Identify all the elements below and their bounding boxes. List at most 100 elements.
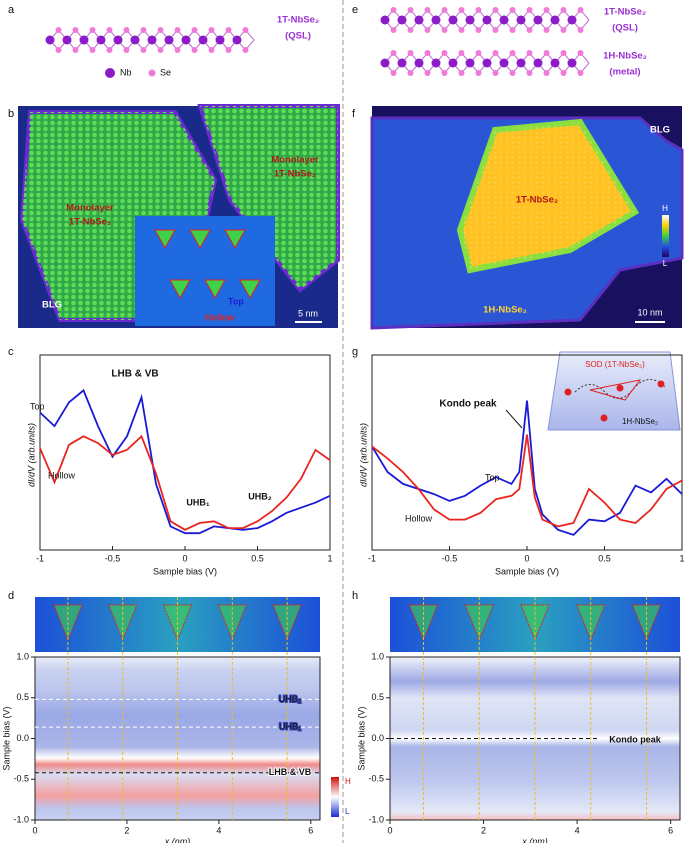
- colorbar-label: L: [663, 259, 668, 268]
- y-tick-label: -0.5: [13, 774, 29, 784]
- se-atom: [89, 47, 96, 53]
- nb-atom: [550, 15, 560, 25]
- nb-atom: [431, 15, 441, 25]
- nb-atom: [567, 58, 577, 68]
- region-label: 1H-NbSe₂: [483, 305, 527, 316]
- nb-atom: [499, 58, 509, 68]
- se-atom: [72, 27, 79, 33]
- se-atom: [390, 27, 397, 33]
- spectrum-line: [371, 400, 683, 536]
- nb-atom: [130, 35, 140, 45]
- nb-atom: [414, 15, 424, 25]
- x-tick-label: -1: [368, 553, 376, 563]
- se-atom: [577, 50, 584, 56]
- se-atom: [424, 27, 431, 33]
- nb-atom: [397, 58, 407, 68]
- nb-atom: [181, 35, 191, 45]
- x-tick-label: -0.5: [105, 553, 121, 563]
- panel-label: b: [8, 108, 14, 120]
- y-tick-label: -1.0: [368, 814, 384, 824]
- se-atom: [123, 27, 130, 33]
- x-axis-label: x (nm): [164, 836, 191, 843]
- x-tick-label: 0: [32, 825, 37, 835]
- se-atom: [560, 27, 567, 33]
- se-atom: [475, 27, 482, 33]
- nb-atom: [164, 35, 174, 45]
- nb-atom: [397, 15, 407, 25]
- se-atom: [174, 27, 181, 33]
- se-atom: [577, 7, 584, 13]
- nb-atom: [499, 15, 509, 25]
- x-tick-label: 6: [668, 825, 673, 835]
- nb-atom: [482, 15, 492, 25]
- se-atom: [407, 27, 414, 33]
- x-tick-label: 4: [575, 825, 580, 835]
- se-atom: [458, 7, 465, 13]
- nb-atom: [431, 58, 441, 68]
- se-atom: [106, 47, 113, 53]
- nb-atom: [448, 58, 458, 68]
- inset-label: SOD (1T-NbSe₂): [585, 360, 645, 369]
- legend-label: Hollow: [405, 513, 433, 523]
- se-atom: [441, 70, 448, 76]
- region-label: Monolayer: [66, 203, 114, 214]
- se-atom: [492, 7, 499, 13]
- panel-label: f: [352, 108, 356, 120]
- panel-label: c: [8, 346, 14, 358]
- legend-label: Nb: [120, 67, 132, 77]
- nb-atom: [533, 15, 543, 25]
- nb-atom: [380, 58, 390, 68]
- nb-atom: [482, 58, 492, 68]
- se-atom: [577, 70, 584, 76]
- inset-label: Hollow: [205, 312, 235, 322]
- substrate-label: BLG: [42, 300, 62, 311]
- y-axis-label: Sample bias (V): [356, 706, 366, 770]
- se-atom: [560, 7, 567, 13]
- se-atom: [458, 27, 465, 33]
- inset: [547, 351, 681, 431]
- se-atom: [492, 50, 499, 56]
- se-atom: [492, 27, 499, 33]
- nb-atom: [45, 35, 55, 45]
- legend-label: Top: [485, 472, 500, 482]
- annotation: UHB₁: [186, 497, 209, 507]
- structure: [45, 27, 255, 53]
- se-atom: [475, 7, 482, 13]
- se-atom: [509, 50, 516, 56]
- nb-atom: [465, 15, 475, 25]
- se-atom: [441, 50, 448, 56]
- structure: [380, 7, 590, 76]
- nb-atom: [198, 35, 208, 45]
- spectrum-line: [39, 434, 331, 531]
- y-axis-label: dI/dV (arb.units): [26, 423, 36, 487]
- substrate-label: BLG: [650, 125, 670, 136]
- se-atom: [225, 47, 232, 53]
- scale-bar-label: 5 nm: [298, 308, 318, 318]
- structure-title: 1H-NbSe₂: [603, 51, 647, 62]
- se-atom: [140, 27, 147, 33]
- nb-atom: [215, 35, 225, 45]
- se-atom: [174, 47, 181, 53]
- panel-label: h: [352, 590, 358, 602]
- se-atom: [560, 70, 567, 76]
- nb-atom: [79, 35, 89, 45]
- se-atom: [407, 7, 414, 13]
- se-atom: [407, 70, 414, 76]
- nb-atom: [516, 58, 526, 68]
- se-atom: [157, 27, 164, 33]
- se-atom: [55, 27, 62, 33]
- se-atom: [543, 50, 550, 56]
- y-tick-label: -0.5: [368, 774, 384, 784]
- nb-atom: [414, 58, 424, 68]
- se-atom: [390, 70, 397, 76]
- x-axis-label: Sample bias (V): [153, 566, 217, 576]
- nb-atom: [96, 35, 106, 45]
- inset-label: Top: [228, 296, 244, 306]
- se-atom: [509, 7, 516, 13]
- spectrum-line: [371, 434, 683, 528]
- se-atom: [543, 7, 550, 13]
- structure-title: 1T-NbSe₂: [604, 7, 646, 18]
- se-atom: [242, 27, 249, 33]
- x-tick-label: -1: [36, 553, 44, 563]
- nb-atom: [62, 35, 72, 45]
